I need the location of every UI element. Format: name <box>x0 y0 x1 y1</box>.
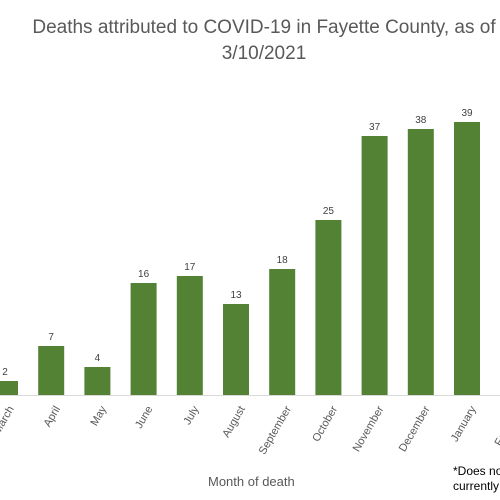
x-tick-label-august: August <box>220 404 248 440</box>
x-tick-label-july: July <box>181 404 201 427</box>
bar-june <box>130 283 157 395</box>
bar-august <box>223 304 249 395</box>
data-label-december: 38 <box>415 115 427 126</box>
data-label-november: 37 <box>369 122 381 133</box>
bar-april <box>38 346 65 395</box>
data-label-march: 2 <box>2 367 8 378</box>
x-tick-label-november: November <box>351 404 387 454</box>
x-tick-label-may: May <box>88 404 109 428</box>
bar-july <box>176 276 203 395</box>
bar-january <box>454 122 480 395</box>
data-label-january: 39 <box>461 108 473 119</box>
bar-september <box>269 269 296 395</box>
x-tick-label-january: January <box>449 404 479 444</box>
chart-title-line-1: Deaths attributed to COVID-19 in Fayette… <box>32 17 496 38</box>
data-label-june: 16 <box>138 269 150 280</box>
x-tick-label-december: December <box>397 404 433 454</box>
footnote-line-2: currently b <box>453 479 500 493</box>
x-tick-label-april: April <box>42 404 63 429</box>
bar-december <box>407 129 434 395</box>
data-label-april: 7 <box>48 332 54 343</box>
x-tick-label-june: June <box>133 404 155 431</box>
bar-october <box>315 220 342 395</box>
x-tick-label-october: October <box>310 404 340 444</box>
chart-title-line-2: 3/10/2021 <box>221 43 307 64</box>
data-label-october: 25 <box>323 206 335 217</box>
x-tick-label-september: September <box>257 404 294 457</box>
data-label-may: 4 <box>95 353 101 364</box>
x-axis-title: Month of death <box>208 474 295 489</box>
footnote-line-1: *Does no <box>453 464 500 478</box>
bar-november <box>361 136 388 395</box>
data-label-september: 18 <box>277 255 289 266</box>
data-label-july: 17 <box>184 262 196 273</box>
bar-may <box>84 367 111 395</box>
data-label-august: 13 <box>230 290 242 301</box>
x-tick-label-march: March <box>0 404 17 436</box>
bar-march <box>0 381 18 395</box>
footnote: *Does no currently b <box>453 464 500 494</box>
x-tick-label-february: February <box>493 404 500 449</box>
